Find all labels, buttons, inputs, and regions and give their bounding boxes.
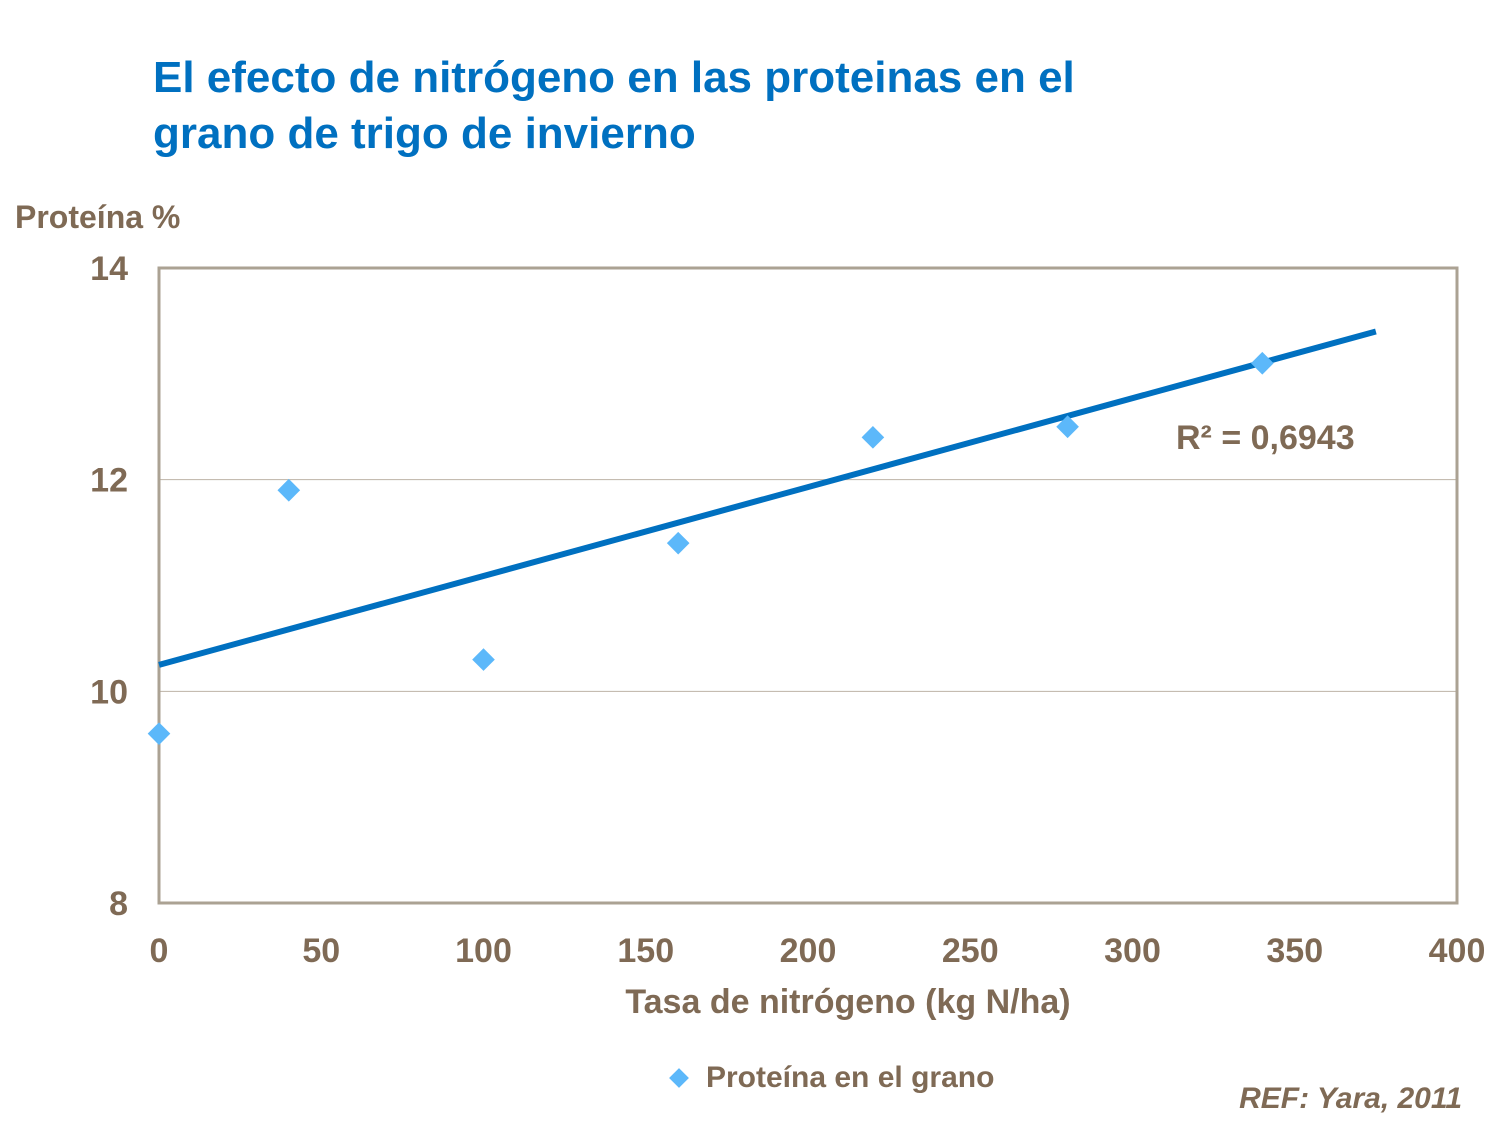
- data-point: [472, 648, 495, 671]
- x-tick-label: 150: [617, 932, 674, 970]
- y-tick-label: 8: [109, 885, 128, 923]
- chart-title-line-2: grano de trigo de invierno: [153, 109, 696, 158]
- x-tick-label: 250: [942, 932, 999, 970]
- data-point: [861, 426, 885, 449]
- plot-frame: [157, 266, 1459, 905]
- x-tick-label: 100: [455, 932, 512, 970]
- trendline: [158, 328, 1377, 668]
- y-tick-label: 14: [90, 250, 128, 288]
- x-tick-label: 200: [780, 932, 837, 970]
- x-tick-label: 350: [1266, 932, 1323, 970]
- data-point: [277, 478, 301, 502]
- reference-note: REF: Yara, 2011: [1239, 1082, 1462, 1115]
- x-tick-label: 50: [302, 932, 340, 970]
- y-tick-label: 12: [90, 462, 128, 500]
- x-tick-label: 300: [1104, 932, 1161, 970]
- data-point: [1056, 415, 1079, 439]
- data-point: [1250, 351, 1274, 375]
- r-squared-label: R² = 0,6943: [1176, 419, 1355, 457]
- y-axis-label: Proteína %: [15, 199, 180, 235]
- legend-label: Proteína en el grano: [706, 1061, 994, 1094]
- legend: Proteína en el grano: [669, 1061, 994, 1094]
- x-tick-label: 400: [1429, 932, 1486, 970]
- data-point: [147, 722, 171, 745]
- legend-marker: [669, 1068, 689, 1088]
- y-tick-label: 10: [90, 673, 128, 711]
- data-point: [666, 531, 690, 555]
- x-axis-label: Tasa de nitrógeno (kg N/ha): [625, 983, 1070, 1021]
- chart-title-line-1: El efecto de nitrógeno en las proteinas …: [153, 53, 1075, 102]
- x-tick-label: 0: [150, 932, 169, 970]
